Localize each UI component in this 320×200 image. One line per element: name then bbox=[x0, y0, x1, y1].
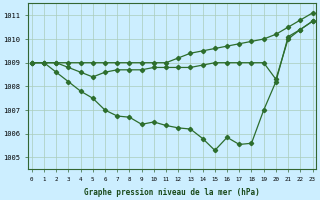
X-axis label: Graphe pression niveau de la mer (hPa): Graphe pression niveau de la mer (hPa) bbox=[84, 188, 260, 197]
